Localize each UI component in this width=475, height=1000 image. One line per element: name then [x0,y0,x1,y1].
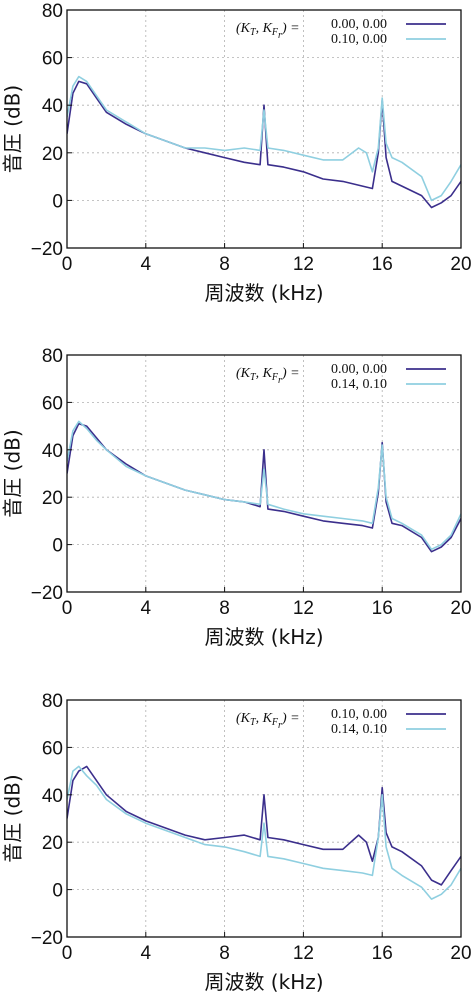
plot-frame [66,9,462,249]
x-tick-label: 4 [141,254,152,275]
y-axis-label: 音圧 (dB) [1,429,25,517]
legend-entry-label: 0.10, 0.00 [331,32,387,47]
y-tick-label: 80 [42,346,63,367]
y-tick-label: 20 [42,833,63,854]
y-tick-label: −20 [31,928,63,949]
legend: (KT, KFr) = 0.10, 0.000.14, 0.10 [236,707,446,737]
series-line-2 [67,765,461,900]
y-tick-label: 20 [42,144,63,165]
y-axis-label: 音圧 (dB) [1,774,25,862]
x-tick-label: 12 [293,943,314,964]
y-tick-label: 20 [42,488,63,509]
series-line-2 [67,75,461,202]
series-line-1 [67,80,461,209]
x-axis-label: 周波数 (kHz) [204,281,323,305]
x-tick-label: 0 [62,254,73,275]
y-tick-label: 80 [42,1,63,22]
y-tick-label: 0 [52,881,63,902]
legend: (KT, KFr) = 0.00, 0.000.14, 0.10 [236,362,446,392]
y-tick-label: 60 [42,393,63,414]
y-tick-label: 60 [42,49,63,70]
x-tick-label: 0 [62,943,73,964]
x-tick-label: 20 [450,943,471,964]
x-tick-label: 20 [450,254,471,275]
plot-frame [66,699,462,938]
legend-entry-label: 0.10, 0.00 [331,707,387,722]
legend-entry-label: 0.14, 0.10 [331,377,387,392]
legend-entry-label: 0.00, 0.00 [331,362,387,377]
y-tick-label: 0 [52,536,63,557]
legend: (KT, KFr) = 0.00, 0.000.10, 0.00 [236,17,446,47]
x-tick-label: 16 [372,943,393,964]
x-tick-label: 8 [219,598,230,619]
series-line-2 [67,420,461,551]
x-axis-label: 周波数 (kHz) [204,970,323,994]
plot-frame [66,354,462,593]
x-tick-label: 12 [293,598,314,619]
y-tick-label: 80 [42,691,63,712]
x-tick-label: 16 [372,254,393,275]
legend-key-label: (KT, KFr) = [236,366,300,386]
legend-entry-label: 0.14, 0.10 [331,722,387,737]
x-axis-label: 周波数 (kHz) [204,625,323,649]
y-tick-label: 40 [42,96,63,117]
legend-entry-label: 0.00, 0.00 [331,17,387,32]
x-tick-label: 20 [450,598,471,619]
y-tick-label: −20 [31,583,63,604]
x-tick-label: 8 [219,943,230,964]
series-line-1 [67,422,461,553]
y-tick-label: 60 [42,738,63,759]
y-tick-label: 40 [42,786,63,807]
x-tick-label: 4 [141,943,152,964]
x-tick-label: 8 [219,254,230,275]
y-tick-label: −20 [31,239,63,260]
legend-key-label: (KT, KFr) = [236,711,300,731]
legend-key-label: (KT, KFr) = [236,21,300,41]
y-tick-label: 0 [52,191,63,212]
x-tick-label: 12 [293,254,314,275]
x-tick-label: 16 [372,598,393,619]
x-tick-label: 4 [141,598,152,619]
x-tick-label: 0 [62,598,73,619]
series-line-1 [67,765,461,886]
y-tick-label: 40 [42,441,63,462]
y-axis-label: 音圧 (dB) [1,85,25,173]
